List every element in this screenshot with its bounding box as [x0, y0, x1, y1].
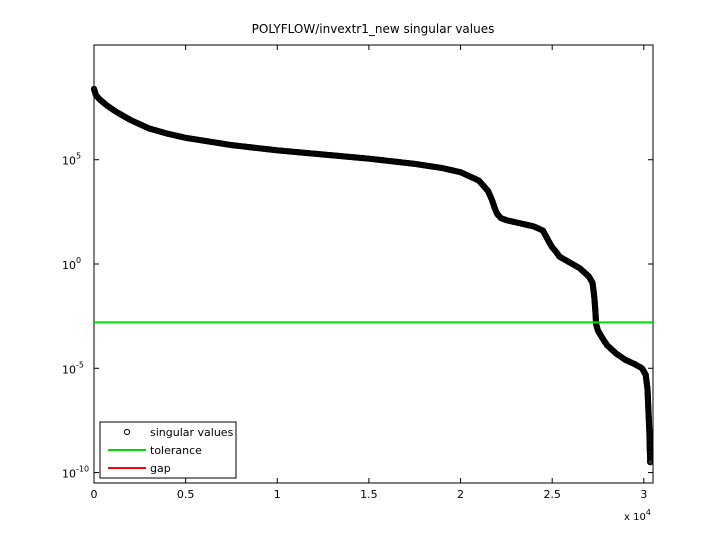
legend-marker-singular-values	[123, 428, 131, 436]
y-tick-base: 10	[62, 259, 76, 272]
legend-label: singular values	[150, 426, 234, 439]
y-tick-base: 10	[62, 468, 76, 481]
legend-label: gap	[150, 462, 171, 475]
y-tick-exponent: -5	[76, 360, 84, 369]
chart-marks	[90, 85, 654, 466]
x-multiplier-exponent: 4	[646, 508, 651, 517]
chart-title: POLYFLOW/invextr1_new singular values	[252, 22, 495, 36]
singular-value-point	[646, 448, 654, 455]
x-tick-label: 3	[640, 488, 647, 501]
x-tick-label: 1	[274, 488, 281, 501]
x-multiplier: x 104	[624, 508, 651, 523]
x-tick-label: 1.5	[360, 488, 378, 501]
singular-value-point	[647, 459, 654, 466]
singular-value-point	[646, 442, 653, 449]
y-tick-base: 10	[62, 363, 76, 376]
y-tick-label: 10-10	[62, 465, 89, 481]
y-tick-exponent: 5	[76, 152, 81, 161]
y-tick-label: 10-5	[62, 360, 84, 376]
x-tick-label: 0.5	[177, 488, 195, 501]
y-tick-exponent: 0	[76, 256, 81, 265]
x-tick-label: 2.5	[543, 488, 561, 501]
legend-label: tolerance	[150, 444, 202, 457]
singular-value-point	[646, 434, 653, 441]
y-tick-label: 100	[62, 256, 81, 272]
y-tick-exponent: -10	[76, 465, 89, 474]
y-tick-label: 105	[62, 152, 81, 168]
x-tick-label: 2	[457, 488, 464, 501]
x-multiplier-base: x 10	[624, 512, 646, 523]
legend: singular values tolerance gap	[99, 421, 237, 479]
y-tick-base: 10	[62, 155, 76, 168]
x-tick-label: 0	[91, 488, 98, 501]
